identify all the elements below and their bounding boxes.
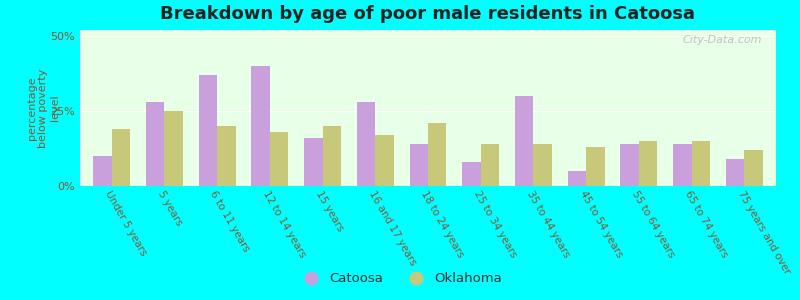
Bar: [534, 144, 552, 186]
Bar: [586, 147, 605, 186]
Bar: [410, 144, 428, 186]
Bar: [357, 102, 375, 186]
Bar: [726, 159, 744, 186]
Bar: [322, 126, 341, 186]
Bar: [692, 141, 710, 186]
Bar: [462, 162, 481, 186]
Bar: [146, 102, 164, 186]
Bar: [375, 135, 394, 186]
Bar: [621, 144, 639, 186]
Bar: [112, 129, 130, 186]
Bar: [93, 156, 112, 186]
Bar: [304, 138, 322, 186]
Bar: [270, 132, 288, 186]
Bar: [639, 141, 658, 186]
Bar: [481, 144, 499, 186]
Title: Breakdown by age of poor male residents in Catoosa: Breakdown by age of poor male residents …: [161, 5, 695, 23]
Y-axis label: percentage
below poverty
level: percentage below poverty level: [27, 68, 60, 148]
Bar: [164, 111, 183, 186]
Bar: [428, 123, 446, 186]
Legend: Catoosa, Oklahoma: Catoosa, Oklahoma: [292, 267, 508, 290]
Text: City-Data.com: City-Data.com: [682, 35, 762, 45]
Bar: [568, 171, 586, 186]
Bar: [515, 96, 534, 186]
Bar: [673, 144, 692, 186]
Bar: [217, 126, 235, 186]
Bar: [251, 66, 270, 186]
Bar: [198, 75, 217, 186]
Bar: [744, 150, 763, 186]
